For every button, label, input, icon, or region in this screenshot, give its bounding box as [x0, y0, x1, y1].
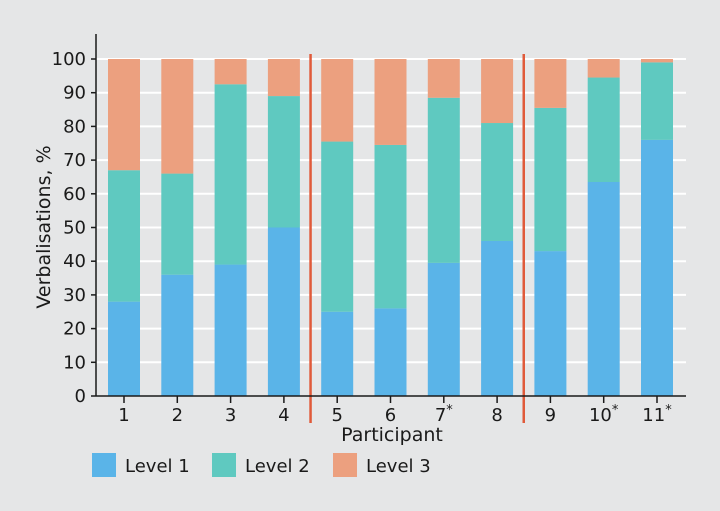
bar-segment	[267, 227, 300, 396]
x-tick-labels: 1 2 3 4 5 6 7* 8 9 10* 11*	[118, 403, 672, 426]
legend-swatch	[212, 453, 236, 477]
bar-segment	[267, 96, 300, 228]
x-tick-label: 9	[545, 405, 556, 426]
bar-segment	[267, 59, 300, 97]
bar-segment	[641, 139, 673, 396]
legend-label: Level 1	[125, 456, 190, 477]
bar-segment	[427, 59, 460, 98]
bar-segment	[481, 240, 514, 396]
x-tick-label: 8	[491, 405, 502, 426]
legend: Level 1 Level 2 Level 3	[92, 453, 431, 477]
y-tick-label: 40	[63, 251, 86, 272]
bar-segment	[108, 170, 140, 302]
group-separators	[309, 54, 525, 423]
y-tick-label: 50	[63, 218, 86, 239]
bar-segment	[108, 59, 140, 171]
y-tick-label: 10	[63, 352, 86, 373]
bar-segment	[374, 308, 407, 396]
bar-segment	[321, 59, 354, 142]
bar-segment	[161, 59, 194, 174]
bar-segment	[321, 311, 354, 396]
y-tick-labels: 0 10 20 30 40 50 60 70 80 90 100	[52, 49, 86, 407]
bar-segment	[374, 59, 407, 145]
y-axis-title: Verbalisations, %	[33, 145, 55, 308]
x-tick-label: 1	[118, 405, 129, 426]
x-tick-label: 3	[225, 405, 236, 426]
y-tick-label: 0	[75, 386, 86, 407]
bar-segment	[214, 264, 247, 396]
x-tick-label: 10*	[589, 403, 619, 426]
x-tick-label: 2	[172, 405, 183, 426]
x-tick-label: 6	[385, 405, 396, 426]
y-tick-label: 90	[63, 83, 86, 104]
bar-segment	[641, 59, 673, 63]
bar-segment	[161, 274, 194, 396]
bar-segment	[214, 84, 247, 265]
bar-segment	[161, 173, 194, 275]
bar-segment	[534, 107, 567, 252]
bar-segment	[427, 262, 460, 396]
y-tick-label: 80	[63, 116, 86, 137]
x-tick-label: 11*	[642, 403, 672, 426]
y-tick-label: 60	[63, 184, 86, 205]
y-tick-label: 70	[63, 150, 86, 171]
axes	[91, 34, 686, 403]
bar-segment	[374, 144, 407, 309]
bar-segment	[534, 251, 567, 396]
bar-segment	[481, 59, 514, 124]
y-tick-label: 30	[63, 285, 86, 306]
legend-swatch	[92, 453, 116, 477]
y-tick-label: 100	[52, 49, 86, 70]
bar-segment	[534, 59, 567, 108]
legend-label: Level 3	[366, 456, 431, 477]
x-tick-label: 4	[278, 405, 289, 426]
bar-segment	[481, 123, 514, 241]
bar-segment	[214, 59, 247, 85]
legend-swatch	[333, 453, 357, 477]
bar-segment	[587, 182, 620, 396]
legend-label: Level 2	[245, 456, 310, 477]
bar-segment	[321, 141, 354, 312]
bar-segment	[587, 77, 620, 183]
bar-segment	[427, 97, 460, 263]
bars	[108, 59, 673, 396]
bar-segment	[108, 301, 140, 396]
x-axis-title: Participant	[341, 424, 443, 446]
y-tick-label: 20	[63, 319, 86, 340]
x-tick-label: 5	[331, 405, 342, 426]
bar-segment	[641, 62, 673, 140]
bar-segment	[587, 59, 620, 78]
